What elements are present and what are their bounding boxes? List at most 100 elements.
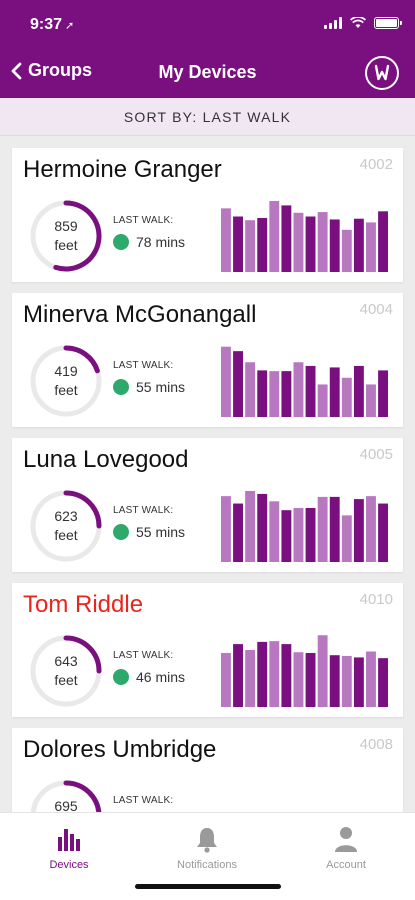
device-card[interactable]: Luna Lovegood 4005 623 feet LAST WALK: 55 min… xyxy=(12,438,403,572)
tab-notifications[interactable]: Notifications xyxy=(138,823,276,871)
bell-icon xyxy=(138,823,276,853)
activity-bar xyxy=(233,351,243,417)
sort-bar[interactable]: SORT BY: LAST WALK xyxy=(0,98,415,136)
activity-bar xyxy=(257,493,268,562)
activity-bar xyxy=(245,490,256,562)
activity-bar xyxy=(366,222,376,272)
logo-w-icon xyxy=(374,64,390,81)
location-arrow-icon: ➚ xyxy=(65,20,75,32)
back-button[interactable]: Groups xyxy=(10,60,92,81)
status-dot-icon xyxy=(113,669,129,685)
activity-bar-chart xyxy=(221,635,388,707)
back-label: Groups xyxy=(28,60,93,80)
activity-bar xyxy=(366,496,376,562)
activity-bar-chart xyxy=(221,346,388,417)
activity-bar xyxy=(378,370,388,417)
last-walk-label: LAST WALK: xyxy=(113,215,174,226)
activity-bar xyxy=(366,651,376,707)
activity-bar xyxy=(353,365,364,417)
activity-bar xyxy=(281,205,292,272)
activity-bar xyxy=(317,384,328,417)
distance-unit: feet xyxy=(54,382,78,398)
device-card[interactable]: Tom Riddle 4010 643 feet LAST WALK: 46 mins xyxy=(12,583,403,717)
activity-bar xyxy=(281,510,292,562)
status-time: 9:37 xyxy=(30,16,63,33)
activity-bar xyxy=(233,503,243,562)
tab-label-account: Account xyxy=(326,859,366,871)
ring-progress xyxy=(53,200,102,272)
person-icon xyxy=(277,823,415,853)
activity-bar xyxy=(257,641,268,707)
status-dot-icon xyxy=(113,234,129,250)
device-card[interactable]: Dolores Umbridge4008695feetLAST WALK: xyxy=(12,728,403,812)
activity-bar xyxy=(378,211,388,272)
activity-bar xyxy=(329,655,340,707)
activity-bar xyxy=(269,501,280,562)
distance-ring xyxy=(30,345,102,417)
distance-value: 419 xyxy=(54,363,78,379)
activity-bar xyxy=(245,362,256,417)
distance-unit: feet xyxy=(54,527,78,543)
activity-bar xyxy=(329,219,340,272)
activity-bar xyxy=(317,496,328,562)
activity-bar xyxy=(269,641,280,707)
activity-bar xyxy=(353,499,364,562)
chevron-left-icon xyxy=(11,62,22,79)
activity-bar xyxy=(341,515,352,562)
device-name: Hermoine Granger xyxy=(23,156,222,183)
last-walk-value: 46 mins xyxy=(136,669,186,685)
device-name: Luna Lovegood xyxy=(23,446,189,473)
activity-bar xyxy=(305,507,316,562)
activity-bar xyxy=(233,644,243,707)
activity-bar xyxy=(329,367,340,417)
wifi-icon xyxy=(350,17,366,28)
activity-bar xyxy=(366,384,376,417)
activity-bar xyxy=(221,652,231,707)
activity-bar xyxy=(305,365,316,417)
device-name: Tom Riddle xyxy=(23,591,144,618)
last-walk-value: 55 mins xyxy=(136,524,186,540)
device-id: 4008 xyxy=(359,736,393,753)
activity-bar xyxy=(257,217,268,272)
distance-ring xyxy=(30,490,102,562)
distance-ring xyxy=(30,635,102,707)
app-logo-button[interactable] xyxy=(365,56,399,90)
status-bar: 9:37 ➚ xyxy=(0,0,415,44)
cellular-signal-icon xyxy=(324,17,342,29)
distance-value: 859 xyxy=(54,218,78,234)
distance-value: 643 xyxy=(54,653,78,669)
distance-value: 623 xyxy=(54,508,78,524)
device-card[interactable]: Minerva McGonangall 4004 419 feet LAST WALK:… xyxy=(12,293,403,427)
activity-bar xyxy=(281,371,292,417)
tab-account[interactable]: Account xyxy=(277,823,415,871)
ring-progress xyxy=(63,780,102,812)
last-walk-value: 78 mins xyxy=(136,234,186,250)
tab-devices[interactable]: Devices xyxy=(0,823,138,871)
battery-icon xyxy=(374,17,402,29)
app-header: 9:37 ➚ Groups My Devices xyxy=(0,0,415,98)
distance-unit: feet xyxy=(54,237,78,253)
activity-bar xyxy=(221,346,231,417)
distance-value: 695 xyxy=(54,798,78,812)
last-walk-label: LAST WALK: xyxy=(113,795,174,806)
activity-bar xyxy=(293,362,304,417)
home-indicator xyxy=(135,884,281,889)
activity-bar xyxy=(353,218,364,272)
tab-label-devices: Devices xyxy=(49,859,89,871)
bar-chart-icon xyxy=(0,823,138,853)
ring-progress xyxy=(63,635,102,674)
activity-bar xyxy=(341,655,352,707)
activity-bar xyxy=(305,216,316,272)
activity-bar xyxy=(293,212,304,272)
distance-unit: feet xyxy=(54,672,78,688)
device-card[interactable]: Hermoine Granger 4002 859 feet LAST WALK: 78 … xyxy=(12,148,403,282)
activity-bar xyxy=(329,496,340,562)
ring-progress xyxy=(63,345,100,374)
activity-bar xyxy=(317,635,328,707)
activity-bar xyxy=(221,208,231,272)
nav-bar: Groups My Devices xyxy=(0,50,415,94)
status-dot-icon xyxy=(113,379,129,395)
activity-bar-chart xyxy=(221,200,388,272)
activity-bar xyxy=(378,503,388,562)
device-id: 4005 xyxy=(359,446,393,463)
